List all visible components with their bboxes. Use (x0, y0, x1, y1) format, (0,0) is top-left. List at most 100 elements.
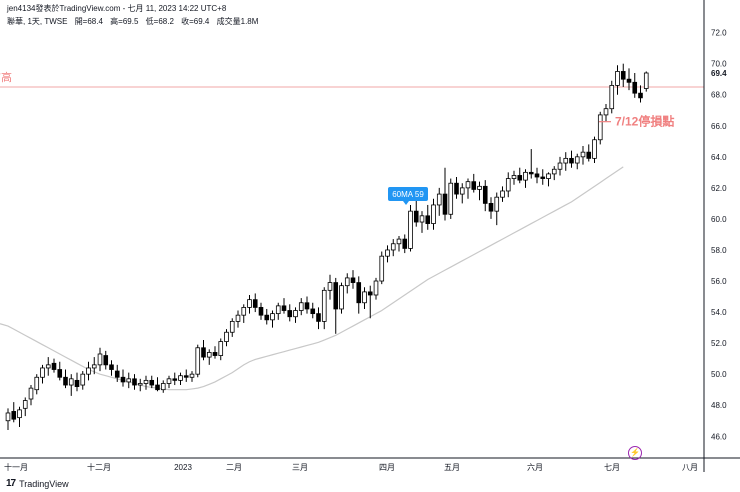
last-price-label: 69.4 (711, 69, 727, 78)
candle (465, 178, 471, 199)
candle (241, 304, 247, 323)
candle (195, 344, 201, 378)
candle-body (195, 347, 201, 375)
candle-body (626, 78, 632, 83)
candle (344, 273, 350, 294)
candle-body (534, 173, 540, 178)
candle (298, 298, 304, 316)
candle-body (109, 364, 114, 370)
x-tick-label: 三月 (292, 463, 308, 472)
candle (574, 153, 580, 170)
candle-body (149, 379, 155, 386)
y-tick-label: 70.0 (711, 60, 727, 69)
x-axis[interactable]: 十一月 十二月 2023 二月 三月 四月 五月 六月 七月 八月 (0, 457, 740, 472)
candle (425, 204, 431, 230)
candle-body (160, 383, 166, 391)
candle-body (425, 215, 431, 224)
candle-body (477, 185, 482, 190)
candle (557, 156, 563, 176)
bolt-icon[interactable]: ⚡ (628, 446, 642, 460)
candle-body (63, 376, 68, 386)
candle-body (511, 175, 517, 179)
candle-body (172, 378, 178, 381)
candle-body (247, 299, 252, 308)
candle (189, 371, 195, 382)
candle (615, 65, 620, 95)
x-tick-label: 十一月 (4, 462, 28, 472)
ma60-layer (0, 166, 624, 391)
candle (390, 239, 396, 257)
candle (143, 375, 149, 390)
candle-body (454, 182, 459, 195)
candle (235, 310, 241, 328)
candle-body (396, 238, 402, 245)
candle (373, 277, 379, 300)
candle (155, 377, 160, 392)
candle (626, 68, 632, 91)
high-value: 高=69.5 (110, 17, 139, 26)
candle (310, 302, 316, 319)
footer-brand: 17 TradingView (6, 478, 69, 489)
candle (275, 302, 281, 320)
candle-body (580, 151, 586, 158)
candle (40, 364, 45, 384)
candle-body (471, 181, 477, 190)
candle-body (586, 151, 592, 159)
candle-body (97, 353, 103, 366)
candle-body (505, 178, 511, 192)
prev-high-label: 前高 (0, 70, 12, 84)
candle (592, 136, 597, 164)
ma60-line (0, 166, 624, 391)
candle-body (264, 314, 270, 321)
candle (356, 276, 362, 314)
candle-body (310, 308, 316, 315)
close-value: 收=69.4 (181, 17, 210, 26)
candle (80, 371, 86, 390)
candle-body (189, 373, 195, 378)
candle (528, 149, 534, 179)
candle (643, 71, 649, 92)
symbol-label[interactable]: 聯華, 1天, TWSE (7, 17, 68, 26)
ma-badge-pointer (403, 201, 409, 205)
candle-body (57, 369, 63, 378)
candle (333, 277, 339, 334)
candle (367, 285, 373, 319)
candle-body (356, 282, 362, 304)
candle-body (252, 299, 258, 308)
y-tick-label: 54.0 (711, 308, 727, 317)
candle (321, 287, 327, 330)
candle-body (402, 238, 408, 249)
candle (149, 375, 155, 389)
candle (264, 308, 270, 325)
candle (183, 369, 189, 382)
candle-body (609, 85, 615, 110)
candle-body (551, 168, 557, 175)
candle (57, 361, 63, 381)
candle-body (528, 171, 534, 175)
candle-body (385, 249, 390, 257)
candle-body (293, 310, 298, 318)
candle-body (373, 280, 379, 296)
candle-body (367, 291, 373, 296)
annotation-layer: 60MA 59 7/12停損點 (388, 114, 674, 205)
candle (448, 178, 454, 219)
candle (477, 181, 482, 201)
y-tick-label: 68.0 (711, 91, 727, 100)
candle (252, 293, 258, 313)
candle-body (321, 289, 327, 322)
y-axis[interactable]: 46.0 48.0 50.0 52.0 54.0 56.0 58.0 60.0 62.0 64.0… (703, 0, 736, 472)
candle-body (419, 215, 425, 223)
candle (454, 177, 459, 199)
candle-body (218, 341, 224, 356)
candle-body (465, 181, 471, 189)
candle (178, 372, 183, 386)
candle (362, 287, 367, 309)
candle-body (235, 314, 241, 322)
candle (540, 169, 546, 185)
open-value: 開=68.4 (74, 17, 103, 26)
ma-badge-label: 60MA 59 (392, 190, 424, 199)
candle (28, 385, 34, 406)
candle-body (592, 139, 597, 159)
